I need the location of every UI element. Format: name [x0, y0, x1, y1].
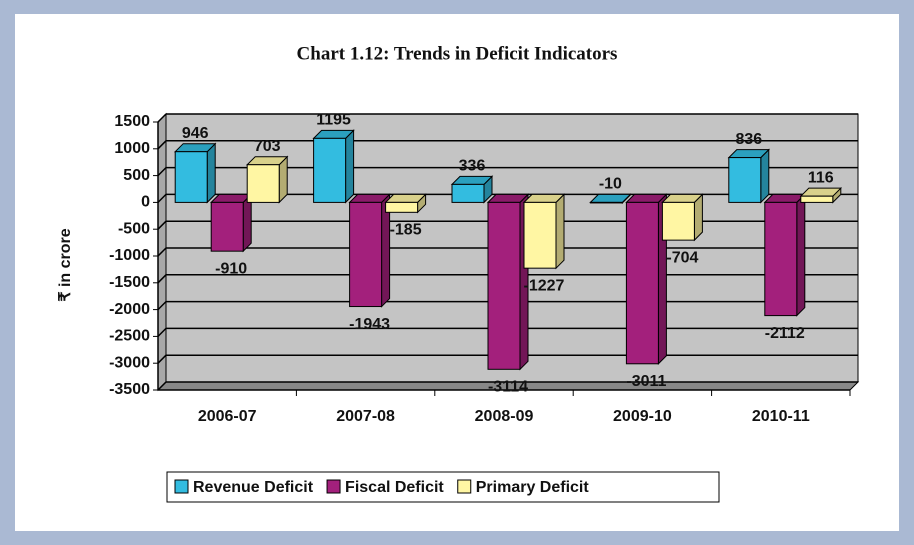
- bar: [523, 201, 557, 269]
- y-tick-label: -3500: [109, 381, 150, 398]
- grid-line-side: [157, 140, 167, 150]
- grid-line-side: [157, 193, 167, 203]
- legend-box: [166, 471, 720, 503]
- bar: [385, 201, 419, 213]
- legend-swatch: [174, 479, 189, 494]
- grid-line-side: [157, 327, 167, 337]
- bar: [661, 201, 695, 241]
- grid-line-side: [157, 274, 167, 284]
- bar: [349, 201, 383, 308]
- grid-line-side: [157, 167, 167, 177]
- bar: [728, 157, 762, 203]
- value-label: 336: [459, 158, 486, 175]
- bar: [800, 195, 834, 203]
- bar: [764, 201, 798, 317]
- bar-side: [242, 193, 252, 253]
- y-tick-label: 1500: [114, 113, 150, 130]
- bar: [246, 164, 280, 203]
- value-label: -910: [215, 260, 247, 277]
- value-label: -3011: [626, 373, 666, 390]
- y-tick-label: -2000: [109, 301, 150, 318]
- x-tick-label: 2007-08: [336, 408, 395, 425]
- y-tick-label: -1000: [109, 247, 150, 264]
- bar: [313, 137, 347, 203]
- legend-label: Primary Deficit: [476, 479, 590, 496]
- grid-line-side: [157, 381, 167, 391]
- legend-swatch: [326, 479, 341, 494]
- legend-swatch: [457, 479, 472, 494]
- x-tick-label: 2009-10: [613, 408, 672, 425]
- value-label: 836: [735, 131, 762, 148]
- x-tick-label: 2006-07: [198, 408, 257, 425]
- bar: [589, 201, 623, 204]
- legend-label: Fiscal Deficit: [345, 479, 444, 496]
- value-label: 946: [182, 125, 209, 142]
- bar-side: [555, 193, 565, 270]
- bar-side: [760, 148, 770, 204]
- y-tick-label: -1500: [109, 274, 150, 291]
- bar: [625, 201, 659, 365]
- grid-line-side: [157, 301, 167, 311]
- value-label: 703: [254, 138, 281, 155]
- value-label: -1227: [524, 277, 565, 294]
- bar-side: [796, 193, 806, 317]
- y-tick-label: -3000: [109, 354, 150, 371]
- y-tick-label: 500: [123, 167, 150, 184]
- y-tick-label: 1000: [114, 140, 150, 157]
- x-tick-label: 2010-11: [752, 408, 810, 425]
- y-tick-label: -500: [118, 220, 150, 237]
- grid-line-side: [157, 354, 167, 364]
- legend-label: Revenue Deficit: [193, 479, 314, 496]
- y-tick-label: -2500: [109, 328, 150, 345]
- grid-line-side: [157, 247, 167, 257]
- bar-side: [206, 142, 216, 204]
- value-label: -185: [390, 222, 422, 239]
- y-axis-label: ₹ in crore: [57, 228, 74, 301]
- bar: [487, 201, 521, 370]
- grid-line-side: [157, 220, 167, 230]
- x-tick-label: 2008-09: [475, 408, 534, 425]
- value-label: -3114: [488, 379, 528, 396]
- grid-line-side: [157, 113, 167, 123]
- chart-title: Chart 1.12: Trends in Deficit Indicators: [297, 43, 618, 64]
- value-label: -2112: [765, 325, 805, 342]
- value-label: -1943: [349, 316, 390, 333]
- value-label: 1195: [316, 112, 351, 129]
- bar: [174, 151, 208, 203]
- bar: [210, 201, 244, 252]
- y-tick-label: 0: [141, 194, 150, 211]
- value-label: -10: [599, 176, 622, 193]
- value-label: 116: [808, 169, 834, 186]
- bar-side: [345, 129, 355, 204]
- bar: [451, 183, 485, 203]
- value-label: -704: [666, 249, 698, 266]
